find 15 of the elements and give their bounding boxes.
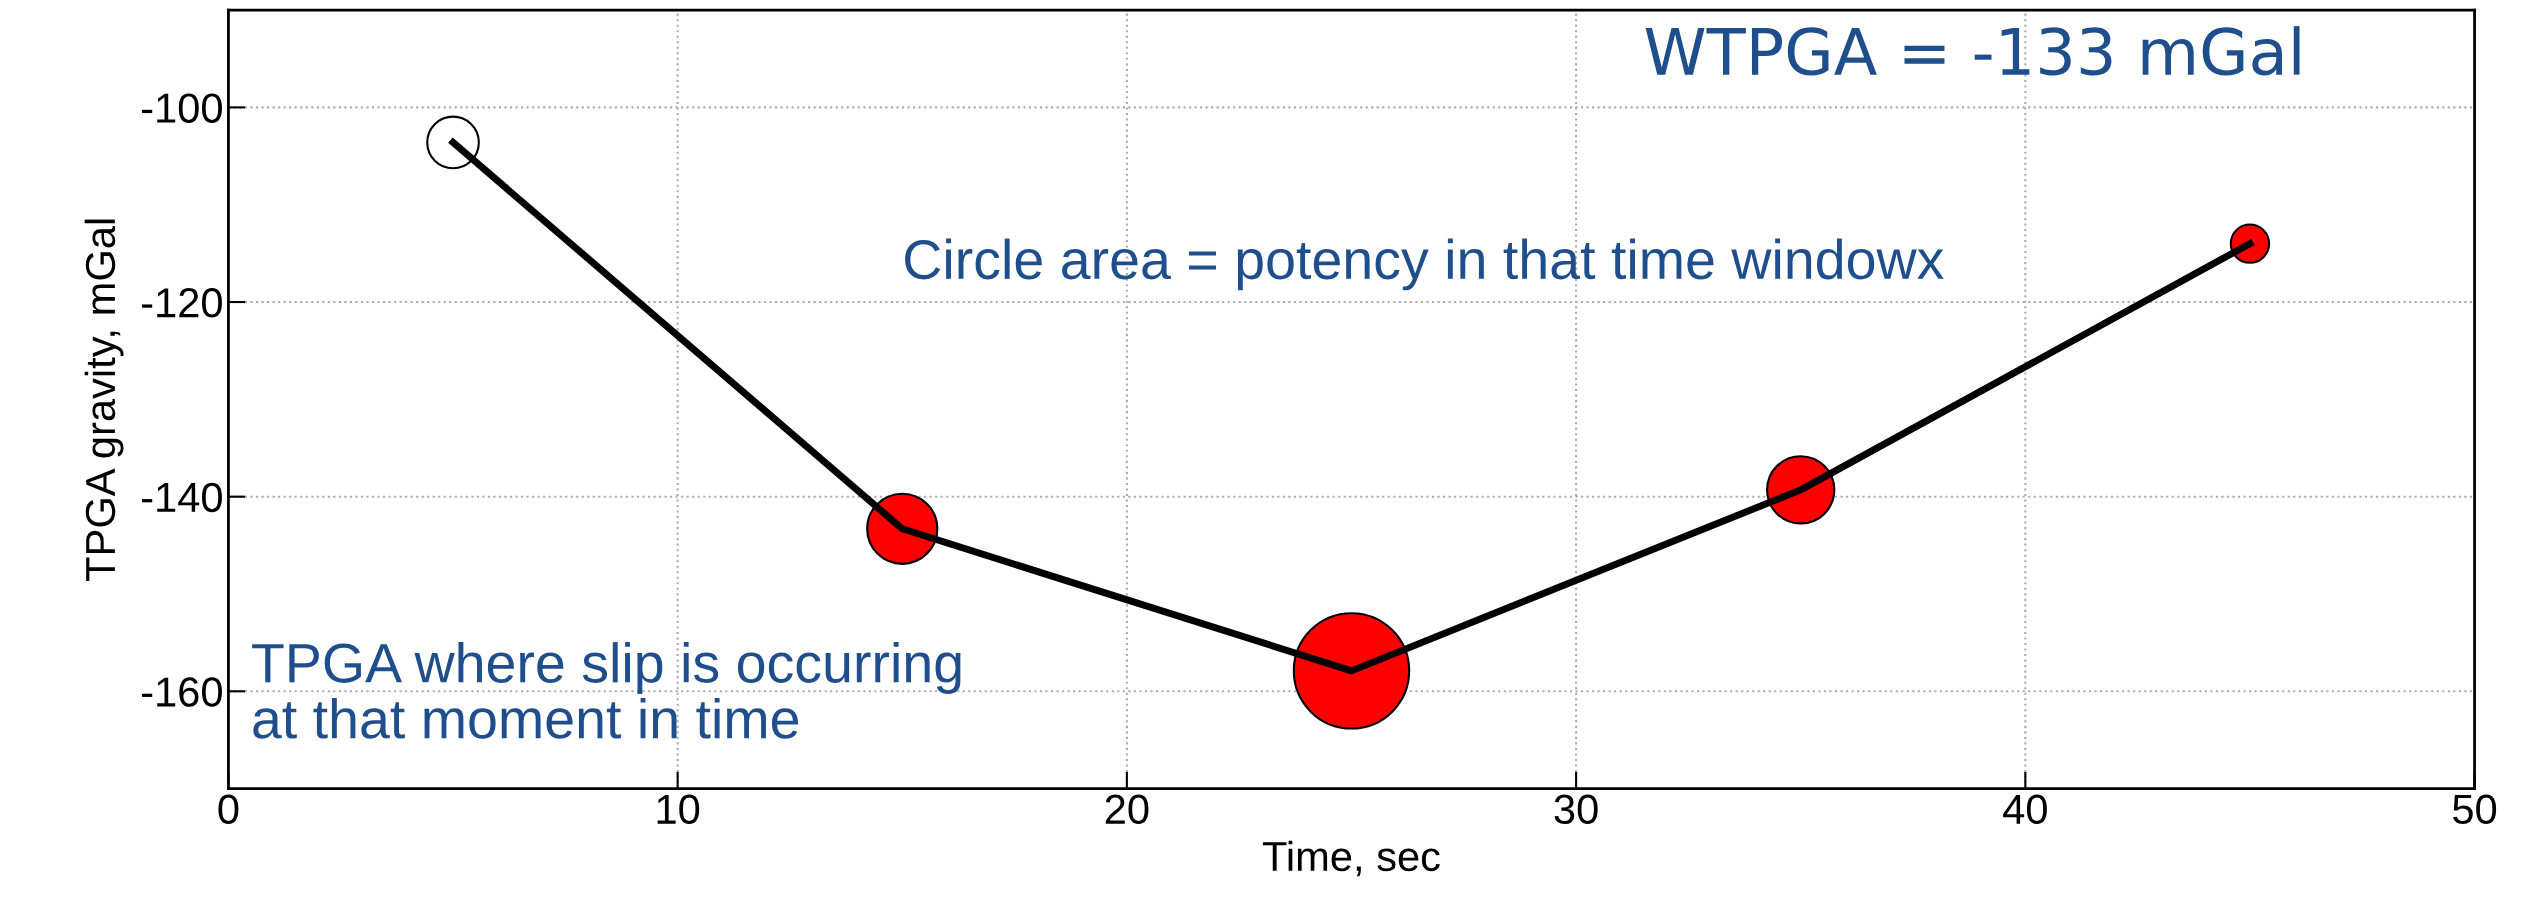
y-tick-label: -160 xyxy=(142,677,222,707)
x-tick-label: 50 xyxy=(2453,794,2497,825)
y-tick-label: -100 xyxy=(142,93,222,123)
annotation: TPGA where slip is occurring at that moment in time xyxy=(252,642,961,739)
y-axis-title: TPGA gravity, mGal xyxy=(84,219,124,581)
x-tick-label: 30 xyxy=(1554,794,1598,825)
x-axis-title: Time, sec xyxy=(1262,840,1440,877)
x-tick-label: 40 xyxy=(2003,794,2047,825)
annotation: WTPGA = -133 mGal xyxy=(1645,26,2300,76)
x-tick-label: 20 xyxy=(1105,794,1149,825)
x-tick-label: 10 xyxy=(657,794,700,825)
y-tick-label: -140 xyxy=(142,482,222,513)
x-tick-label: 0 xyxy=(218,794,239,825)
y-tick-label: -120 xyxy=(142,288,222,318)
annotation: Circle area = potency in that time windowx xyxy=(905,238,1944,291)
